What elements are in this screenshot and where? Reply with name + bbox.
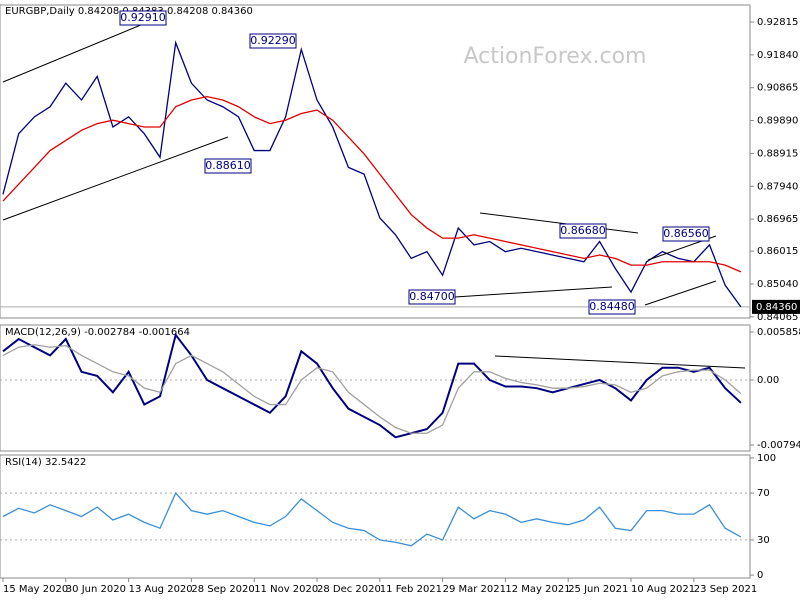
trend-line	[2, 14, 166, 83]
x-tick-label: 28 Dec 2020	[317, 584, 381, 595]
y-tick-label: 0.86015	[757, 246, 798, 257]
x-tick-label: 30 Jun 2020	[66, 584, 126, 595]
x-tick-label: 15 May 2020	[3, 584, 68, 595]
series-line	[2, 95, 742, 273]
panel-frame	[0, 324, 751, 452]
y-tick-label: 0	[757, 570, 763, 581]
y-tick-label: 0.89890	[757, 116, 798, 127]
last-price-box	[752, 299, 800, 314]
y-tick-label: 0.86965	[757, 214, 798, 225]
annotation-box	[559, 223, 607, 239]
last-price-label: 0.84360	[756, 302, 797, 313]
trend-line	[2, 136, 229, 221]
annotation-box	[662, 226, 710, 242]
series-line	[2, 344, 742, 434]
watermark: ActionForex.com	[464, 44, 647, 69]
annotation: 0.88610	[205, 159, 251, 172]
annotation: 0.84480	[589, 300, 635, 313]
annotation-box	[204, 158, 252, 174]
y-tick-label: 0.005858	[757, 327, 800, 338]
annotation-box	[119, 10, 167, 26]
y-tick-label: 0.88915	[757, 148, 798, 159]
y-tick-label: 0.00	[757, 375, 779, 386]
x-tick-label: 13 Aug 2020	[129, 584, 193, 595]
annotation: 0.92910	[120, 11, 166, 24]
y-tick-label: 70	[757, 488, 770, 499]
trend-line	[644, 280, 717, 306]
y-tick-label: 0.87940	[757, 181, 798, 192]
y-tick-label: 0.84065	[757, 312, 798, 323]
annotation-box	[408, 289, 456, 305]
annotation-box	[249, 33, 297, 49]
y-tick-label: 100	[757, 453, 776, 464]
panel-frame	[0, 454, 751, 579]
panel-frame	[0, 4, 751, 319]
y-tick-label: 0.92815	[757, 17, 798, 28]
annotation: 0.86680	[560, 224, 606, 237]
annotation: 0.86560	[663, 227, 709, 240]
annotation: 0.92290	[250, 34, 296, 47]
series-line	[2, 40, 742, 308]
macd-header: MACD(12,26,9) -0.002784 -0.001664	[5, 327, 190, 338]
x-tick-label: 28 Sep 2020	[191, 584, 254, 595]
series-line	[2, 491, 742, 547]
y-tick-label: -0.007945	[757, 440, 800, 451]
y-tick-label: 0.85040	[757, 279, 798, 290]
rsi-header: RSI(14) 32.5422	[5, 457, 86, 468]
x-tick-label: 12 May 2021	[505, 584, 570, 595]
x-tick-label: 23 Sep 2021	[694, 584, 757, 595]
x-tick-label: 29 Mar 2021	[443, 584, 506, 595]
x-tick-label: 11 Feb 2021	[380, 584, 442, 595]
trend-line	[494, 355, 746, 369]
x-tick-label: 25 Jun 2021	[568, 584, 628, 595]
annotation-box	[588, 299, 636, 315]
trend-line	[454, 286, 613, 298]
x-tick-label: 11 Nov 2020	[254, 584, 318, 595]
y-tick-label: 0.91840	[757, 50, 798, 61]
trend-line	[479, 212, 639, 234]
x-tick-label: 10 Aug 2021	[631, 584, 695, 595]
y-tick-label: 30	[757, 535, 770, 546]
y-tick-label: 0.90865	[757, 83, 798, 94]
annotation: 0.84700	[409, 290, 455, 303]
